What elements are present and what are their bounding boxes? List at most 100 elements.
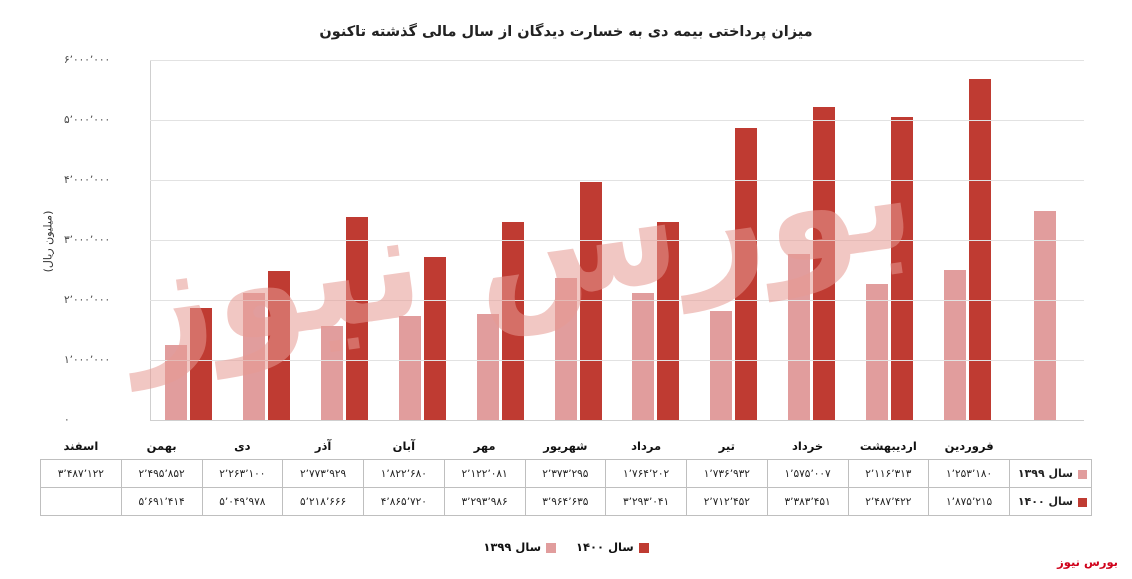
bar-series1 [554, 277, 577, 420]
y-axis-ticks: ۶٬۰۰۰٬۰۰۰ ۵٬۰۰۰٬۰۰۰ ۴٬۰۰۰٬۰۰۰ ۳٬۰۰۰٬۰۰۰ ۲٬۰۰… [64, 54, 150, 426]
bar-group [928, 60, 1006, 420]
table-cell: ۲٬۳۷۳٬۲۹۵ [524, 459, 607, 488]
table-cell: ۲٬۷۷۳٬۹۲۹ [282, 459, 364, 488]
table-cell: ۳٬۲۹۳٬۰۴۱ [605, 487, 687, 516]
table-cell: ۳٬۳۸۳٬۴۵۱ [766, 487, 849, 516]
bar-group [461, 60, 539, 420]
legend-swatch-icon [638, 542, 649, 553]
plot-grid [150, 60, 1084, 421]
y-tick-label: ۲٬۰۰۰٬۰۰۰ [64, 294, 111, 306]
legend-swatch-icon [1078, 469, 1087, 479]
table-category-header: فروردین [944, 438, 994, 453]
y-tick-label: ٠ [64, 414, 70, 426]
bar-series2 [579, 182, 602, 420]
table-cell: ۲٬۴۹۵٬۸۵۲ [120, 459, 203, 488]
table-cell: ۳٬۲۹۳٬۹۸۶ [443, 487, 526, 516]
table-category-header: شهریور [543, 438, 588, 453]
table-series-label: سال ۱۴۰۰ [1009, 487, 1092, 516]
data-table-body: فروردین اردیبهشت خرداد تیر مرداد شهریور مهر آبا… [40, 432, 1092, 516]
bar-series1 [1034, 210, 1057, 420]
gridline [150, 120, 1084, 121]
y-tick-label: ۱٬۰۰۰٬۰۰۰ [64, 354, 111, 366]
gridline [150, 300, 1084, 301]
bar-series2 [968, 78, 991, 420]
bar-series1 [398, 315, 421, 420]
table-cell: ۲٬۱۲۲٬۰۸۱ [443, 459, 526, 488]
table-cell: ۴٬۸۶۵٬۷۲۰ [363, 487, 445, 516]
legend-swatch-icon [546, 542, 556, 553]
bar-series1 [165, 344, 188, 420]
bar-series2 [501, 222, 524, 420]
table-cell: ۱٬۸۲۲٬۶۸۰ [363, 459, 445, 488]
bar-series1 [243, 293, 266, 420]
table-cell: ۲٬۴۸۷٬۴۲۲ [847, 487, 930, 516]
table-cell: ۱٬۷۶۴٬۲۰۲ [605, 459, 687, 488]
gridline [150, 240, 1084, 241]
table-row-categories: فروردین اردیبهشت خرداد تیر مرداد شهریور مهر آبا… [41, 432, 1092, 460]
bar-series1 [632, 292, 655, 420]
table-category-header: آذر [314, 438, 332, 453]
bar-series2 [735, 128, 758, 420]
table-series-label: سال ۱۳۹۹ [1009, 459, 1092, 488]
bar-group [695, 60, 773, 420]
legend-label: سال ۱۴۰۰ [576, 540, 634, 554]
gridline [150, 60, 1084, 61]
table-corner-cell [1010, 432, 1092, 460]
bar-group [150, 60, 228, 420]
legend-item[interactable]: سال ۱۳۹۹ [483, 540, 556, 554]
chart-legend: سال ۱۴۰۰ سال ۱۳۹۹ [0, 540, 1132, 554]
bar-series2 [657, 222, 680, 420]
legend-item[interactable]: سال ۱۴۰۰ [576, 540, 649, 554]
table-cell: ۱٬۷۳۶٬۹۳۲ [686, 459, 768, 488]
table-cell: ۳٬۹۶۴٬۶۳۵ [524, 487, 607, 516]
table-category-header: دی [234, 438, 251, 453]
table-cell: ۱٬۸۷۵٬۲۱۵ [928, 487, 1010, 516]
table-cell: ۵٬۲۱۸٬۶۶۶ [282, 487, 364, 516]
y-tick-label: ۵٬۰۰۰٬۰۰۰ [64, 114, 111, 126]
bar-series-container [150, 60, 1084, 420]
table-cell: ۱٬۲۵۳٬۱۸۰ [928, 459, 1010, 488]
bar-group [617, 60, 695, 420]
table-cell: ۱٬۵۷۵٬۰۰۷ [766, 459, 849, 488]
bar-series1 [321, 325, 344, 420]
bar-group [850, 60, 928, 420]
table-row: سال ۱۴۰۰ ۱٬۸۷۵٬۲۱۵ ۲٬۴۸۷٬۴۲۲ ۳٬۳۸۳٬۴۵۱ ۲٬۷۱۲… [40, 487, 1092, 516]
table-category-header: بهمن [146, 438, 177, 453]
bar-series2 [890, 117, 913, 420]
y-tick-label: ۳٬۰۰۰٬۰۰۰ [64, 234, 111, 246]
y-tick-label: ۴٬۰۰۰٬۰۰۰ [64, 174, 111, 186]
legend-label: سال ۱۳۹۹ [483, 540, 541, 554]
bar-series1 [865, 284, 888, 420]
page-title: میزان پرداختی بیمه دی به خسارت دیدگان از… [319, 24, 813, 40]
bar-series1 [943, 270, 966, 420]
table-cell [40, 487, 122, 516]
table-category-header: اردیبهشت [859, 438, 917, 453]
table-category-header: مرداد [631, 438, 662, 453]
data-table: فروردین اردیبهشت خرداد تیر مرداد شهریور مهر آبا… [40, 432, 1092, 516]
table-cell: ۳٬۴۸۷٬۱۲۲ [40, 459, 122, 488]
bar-group [773, 60, 851, 420]
bar-series1 [710, 310, 733, 420]
table-cell: ۵٬۶۹۱٬۴۱۴ [120, 487, 203, 516]
bar-group [383, 60, 461, 420]
table-category-header: تیر [718, 438, 735, 453]
brand-label: بورس نیوز [1057, 555, 1118, 569]
table-category-header: مهر [473, 438, 496, 453]
y-tick-label: ۶٬۰۰۰٬۰۰۰ [64, 54, 111, 66]
table-cell: ۲٬۷۱۲٬۴۵۲ [686, 487, 768, 516]
table-row: سال ۱۳۹۹ ۱٬۲۵۳٬۱۸۰ ۲٬۱۱۶٬۳۱۳ ۱٬۵۷۵٬۰۰۷ ۱٬۷۳۶… [40, 459, 1092, 488]
gridline [150, 180, 1084, 181]
bar-group [306, 60, 384, 420]
bar-series1 [476, 314, 499, 420]
bar-series2 [346, 217, 369, 420]
gridline [150, 360, 1084, 361]
table-cell: ۵٬۰۴۹٬۹۷۸ [201, 487, 284, 516]
table-category-header: اسفند [63, 438, 99, 453]
bar-group [228, 60, 306, 420]
legend-swatch-icon [1078, 497, 1087, 507]
bar-series2 [190, 307, 213, 420]
bar-series2 [268, 270, 291, 420]
bar-series2 [813, 106, 836, 420]
table-category-header: آبان [392, 438, 416, 453]
